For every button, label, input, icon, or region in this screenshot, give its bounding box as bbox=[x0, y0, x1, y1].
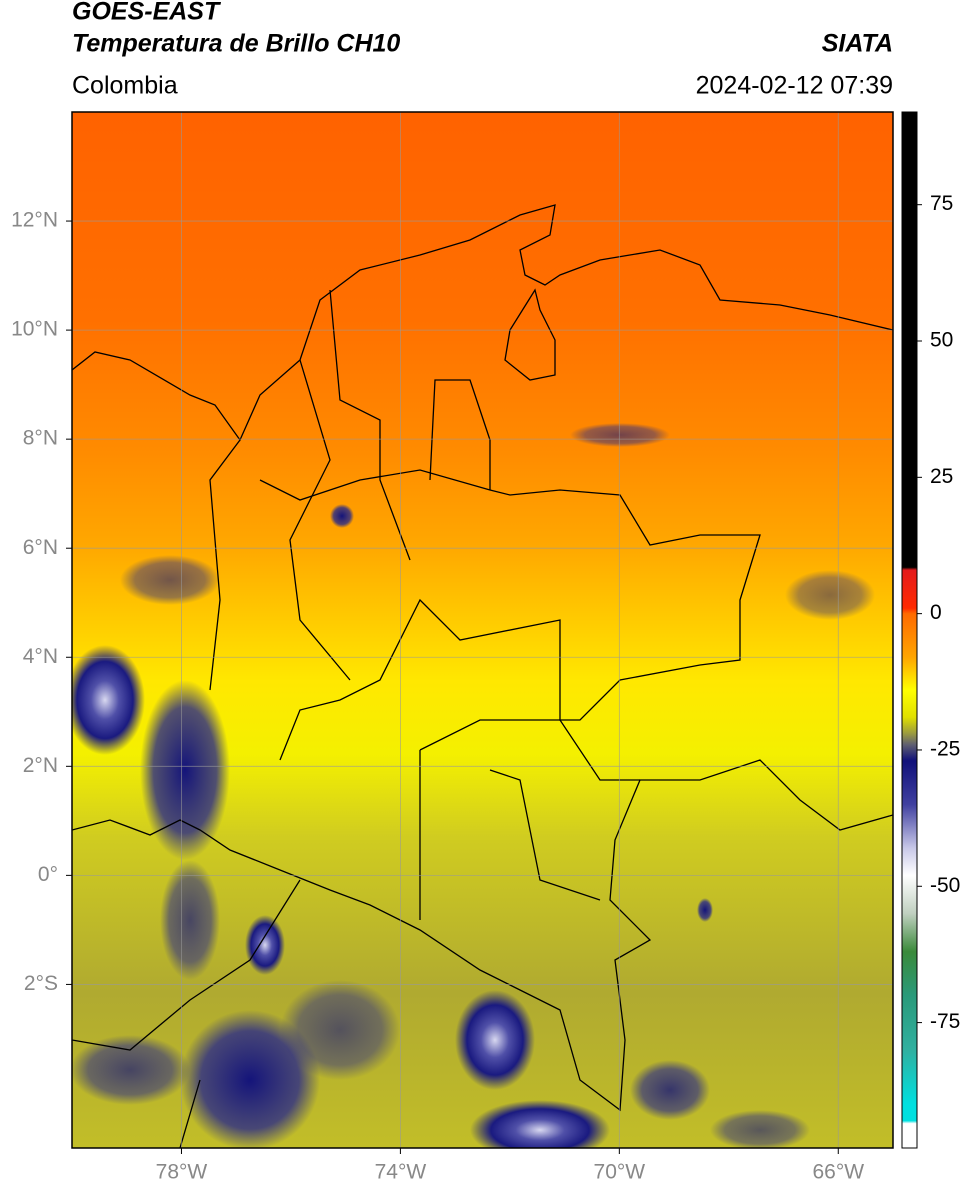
borders bbox=[72, 204, 893, 1148]
x-tick-label: 70°W bbox=[594, 1161, 646, 1184]
datetime: 2024-02-12 07:39 bbox=[696, 72, 893, 100]
colorbar-tick-label: 75 bbox=[930, 192, 953, 215]
colorbar-axis: 75 50 25 0 -25 -50 -75 bbox=[917, 192, 960, 1033]
colorbar-tick-label: 50 bbox=[930, 329, 953, 352]
region: Colombia bbox=[72, 72, 178, 100]
subtitle: Temperatura de Brillo CH10 bbox=[72, 30, 400, 58]
x-tick-label: 66°W bbox=[812, 1161, 864, 1184]
satellite-image bbox=[72, 112, 893, 1148]
title: GOES-EAST bbox=[72, 0, 222, 26]
y-tick-label: 6°N bbox=[23, 536, 58, 559]
y-tick-label: 8°N bbox=[23, 427, 58, 450]
brightness-field bbox=[72, 112, 893, 1148]
colorbar bbox=[901, 111, 918, 1149]
colorbar-tick-label: 25 bbox=[930, 465, 953, 488]
grid bbox=[72, 112, 893, 1148]
colorbar-tick-label: -25 bbox=[930, 738, 960, 761]
colorbar-tick-label: 0 bbox=[930, 601, 942, 624]
y-tick-label: 2°S bbox=[24, 972, 58, 995]
x-tick-label: 78°W bbox=[156, 1161, 208, 1184]
colorbar-tick-label: -75 bbox=[930, 1010, 960, 1033]
source: SIATA bbox=[822, 30, 893, 58]
y-tick-label: 2°N bbox=[23, 754, 58, 777]
y-tick-label: 10°N bbox=[11, 318, 58, 341]
clouds bbox=[72, 423, 875, 1148]
y-tick-label: 12°N bbox=[11, 209, 58, 232]
colorbar-tick-label: -50 bbox=[930, 874, 960, 897]
x-tick-label: 74°W bbox=[375, 1161, 427, 1184]
axes: 78°W 74°W 70°W 66°W 12°N 10°N 8°N 6°N 4°N 2°N 0° 2°… bbox=[11, 209, 864, 1184]
y-tick-label: 0° bbox=[38, 863, 58, 886]
y-tick-label: 4°N bbox=[23, 645, 58, 668]
map-frame bbox=[71, 111, 894, 1149]
